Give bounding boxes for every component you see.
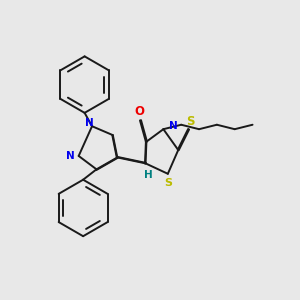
Text: S: S — [164, 178, 172, 188]
Text: N: N — [85, 118, 93, 128]
Text: O: O — [134, 106, 144, 118]
Text: H: H — [144, 170, 153, 180]
Text: N: N — [169, 121, 177, 131]
Text: S: S — [186, 115, 194, 128]
Text: N: N — [66, 151, 75, 161]
